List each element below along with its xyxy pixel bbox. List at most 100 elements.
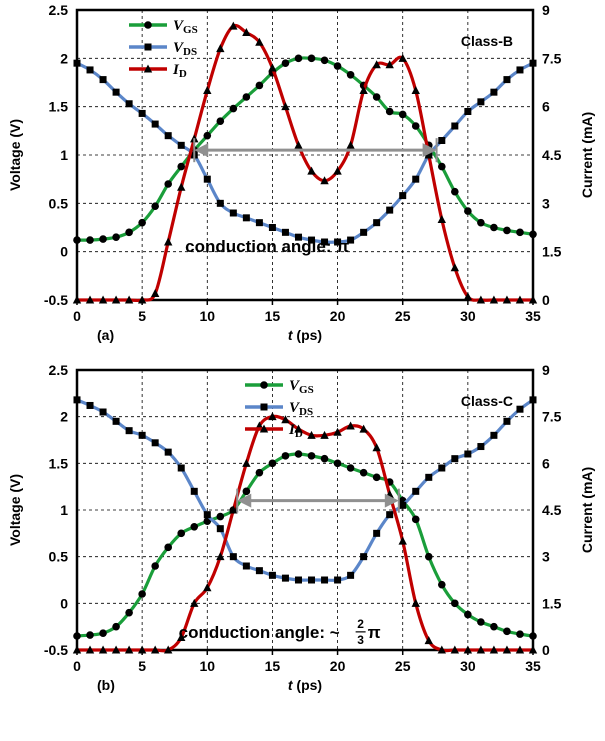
y-left-tick-label: -0.5 [44,292,68,308]
legend-label-main: I [172,62,180,78]
legend-label: VGS [173,18,198,36]
data-point-v-ds [412,175,420,183]
data-point-v-ds [438,137,446,144]
data-point-i-d [137,645,147,654]
series-i-d [72,21,538,304]
data-point-v-ds [360,228,368,236]
y-left-tick-label: 0 [60,244,68,260]
data-point-v-gs [125,608,133,617]
data-point-v-gs [490,622,498,631]
data-point-v-gs [529,230,537,239]
fraction-denominator: 3 [357,633,364,647]
x-tick-label: 25 [395,308,411,324]
data-point-v-gs [99,629,107,637]
y-left-tick-label: 1.5 [49,455,69,471]
plot-frame [75,368,535,652]
data-point-v-ds [464,108,472,115]
data-point-v-gs [216,117,225,125]
data-point-v-gs [346,464,355,472]
data-point-i-d [242,28,251,37]
data-point-v-gs [138,218,146,227]
y-left-tick-label: 1 [60,147,68,163]
data-point-v-ds [373,529,381,537]
data-point-i-d [372,60,381,69]
data-point-v-ds [281,228,289,236]
data-point-v-ds [490,431,498,439]
data-point-i-d [229,21,238,30]
legend-marker [260,403,268,411]
y-right-tick-label: 0 [542,642,550,658]
data-point-v-gs [438,162,446,171]
data-point-v-gs [516,630,524,638]
data-point-i-d [424,150,433,159]
data-point-v-gs [164,543,172,552]
data-point-v-gs [320,454,329,463]
data-point-v-gs [490,223,498,232]
data-point-v-ds [203,175,211,183]
data-point-i-d [489,295,499,304]
data-point-i-d [281,415,290,424]
legend-label-sub: GS [299,384,314,396]
data-point-i-d [411,598,420,607]
y-left-tick-label: 2.5 [49,2,69,18]
conduction-arrow-head-left [194,143,209,158]
data-point-v-gs [477,618,485,626]
y-right-tick-label: 9 [542,2,550,18]
data-point-v-ds [73,59,81,67]
x-tick-label: 30 [460,658,476,674]
x-tick-label: 35 [525,658,541,674]
data-point-i-d [424,636,433,645]
y-right-tick-label: 1.5 [542,595,562,611]
data-point-v-gs [307,452,316,460]
legend-label: VDS [289,400,313,418]
data-point-v-gs [73,632,81,640]
conduction-arrow-head-right [422,143,437,158]
legend-marker [260,381,268,389]
data-point-v-ds [451,122,459,130]
data-point-i-d [372,443,381,452]
data-point-i-d [85,295,95,304]
x-tick-label: 10 [199,308,215,324]
data-point-v-gs [320,56,329,65]
data-point-i-d [450,645,460,654]
data-point-v-ds [190,487,198,495]
data-point-v-gs [333,459,342,468]
data-point-i-d [294,424,303,433]
data-point-v-gs [385,107,394,116]
y-right-tick-label: 0 [542,292,550,308]
data-point-i-d [437,645,446,654]
y-right-tick-label: 4.5 [542,502,562,518]
data-point-i-d [190,598,199,607]
data-point-v-gs [516,228,524,237]
data-point-i-d [111,295,121,304]
data-point-i-d [359,86,368,95]
data-point-v-gs [411,515,420,524]
x-tick-label: 20 [330,658,346,674]
data-point-v-ds [334,238,342,246]
y-left-tick-label: 1.5 [49,99,69,115]
data-point-v-ds [125,427,133,435]
x-tick-label: 5 [138,658,146,674]
data-point-v-ds [386,206,394,214]
data-point-v-ds [268,224,276,231]
data-point-v-gs [190,523,199,531]
data-point-i-d [216,44,225,53]
data-point-i-d [398,53,407,62]
data-point-i-d [268,412,277,421]
data-point-v-ds [255,567,263,575]
y-right-axis-label: Current (mA) [579,467,595,553]
conduction-arrow [236,488,400,513]
data-point-v-gs [398,110,407,119]
data-point-i-d [320,430,329,439]
legend-label-main: V [289,400,301,416]
data-point-i-d [98,645,108,654]
data-point-v-gs [164,180,172,188]
data-point-i-d [150,289,160,298]
data-point-i-d [333,427,342,436]
data-point-v-gs [294,54,303,63]
data-point-i-d [124,645,134,654]
data-point-v-ds [347,236,355,244]
data-point-i-d [164,645,173,654]
data-point-v-ds [464,450,472,458]
